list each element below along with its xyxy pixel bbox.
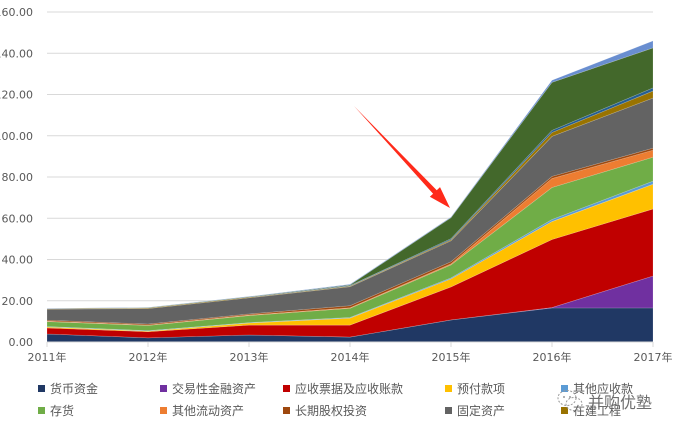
watermark: 并购优塾 — [556, 388, 652, 414]
legend-item-fixed-assets: 固定资产 — [445, 402, 561, 419]
annotation-arrow — [354, 106, 450, 208]
y-tick-label: 140.00 — [0, 47, 33, 60]
legend-label: 在建工程 — [573, 403, 622, 418]
area-series-12 — [46, 40, 654, 309]
legend-label: 长期股权投资 — [295, 403, 368, 418]
legend-swatch — [445, 406, 452, 414]
legend-row-1: 货币资金 交易性金融资产 应收票据及应收账款 预付款项 其他应收款 — [38, 377, 678, 399]
legend-row-2: 存货 其他流动资产 长期股权投资 固定资产 在建工程 — [38, 399, 678, 421]
legend-swatch — [561, 384, 568, 392]
legend-label: 其他流动资产 — [172, 403, 245, 418]
legend-label: 存货 — [50, 403, 75, 418]
x-tick-label: 2012年 — [129, 350, 168, 364]
x-tick-label: 2016年 — [533, 350, 572, 364]
y-tick-label: 80.00 — [2, 171, 34, 184]
legend-label: 交易性金融资产 — [172, 381, 257, 396]
legend-label: 应收票据及应收账款 — [295, 381, 404, 396]
legend-item-cash: 货币资金 — [38, 380, 160, 397]
chart-legend: 货币资金 交易性金融资产 应收票据及应收账款 预付款项 其他应收款 存货 其他流… — [38, 377, 678, 421]
legend-item-receivables: 应收票据及应收账款 — [283, 380, 445, 397]
stacked-area-chart: 0.00 20.00 40.00 60.00 80.00 100.00 120.00 140.… — [0, 6, 673, 364]
legend-label: 固定资产 — [457, 403, 506, 418]
legend-label: 预付款项 — [457, 381, 506, 396]
legend-label: 货币资金 — [50, 381, 99, 396]
legend-item-inventory: 存货 — [38, 402, 160, 419]
area-series-11 — [46, 47, 654, 309]
legend-item-prepayments: 预付款项 — [445, 380, 561, 397]
y-tick-label: 120.00 — [0, 89, 33, 102]
area-series-9 — [46, 90, 654, 310]
y-tick-label: 20.00 — [2, 295, 34, 308]
x-tick-label: 2015年 — [432, 350, 471, 364]
x-tick-label: 2013年 — [230, 350, 269, 364]
legend-item-construction: 在建工程 — [561, 402, 621, 419]
y-tick-label: 160.00 — [0, 6, 33, 19]
legend-label: 其他应收款 — [573, 381, 634, 396]
legend-item-trading-assets: 交易性金融资产 — [160, 380, 283, 397]
legend-item-other-current-assets: 其他流动资产 — [160, 402, 283, 419]
legend-swatch — [283, 384, 290, 392]
legend-swatch — [38, 384, 45, 392]
y-tick-label: 100.00 — [0, 130, 33, 143]
x-tick-label: 2011年 — [28, 350, 67, 364]
wechat-icon — [557, 390, 583, 411]
legend-item-long-term-equity: 长期股权投资 — [283, 402, 445, 419]
x-tick-label: 2014年 — [331, 350, 370, 364]
y-tick-label: 40.00 — [2, 254, 34, 267]
legend-swatch — [445, 384, 452, 392]
x-tick-label: 2017年 — [634, 350, 673, 364]
legend-swatch — [561, 406, 568, 414]
watermark-text: 并购优塾 — [588, 393, 653, 412]
legend-swatch — [283, 406, 290, 414]
y-tick-label: 0.00 — [9, 336, 34, 349]
legend-swatch — [160, 406, 167, 414]
y-tick-label: 60.00 — [2, 212, 34, 225]
legend-item-other-receivables: 其他应收款 — [561, 380, 633, 397]
legend-swatch — [160, 384, 167, 392]
legend-swatch — [38, 406, 45, 414]
